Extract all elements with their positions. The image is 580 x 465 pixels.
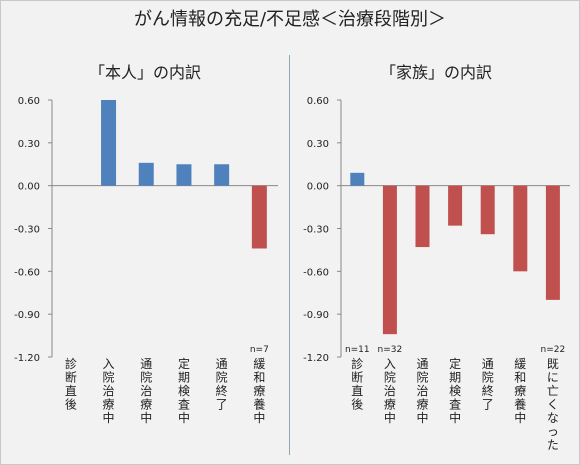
honnin-y-tick-label: 0.30 bbox=[18, 139, 40, 150]
chart-main-title: がん情報の充足/不足感＜治療段階別＞ bbox=[133, 9, 447, 30]
honnin-y-tick-label: -0.60 bbox=[14, 267, 40, 278]
honnin-y-tick-label: 0.00 bbox=[18, 182, 40, 193]
kazoku-bar-7 bbox=[545, 185, 560, 300]
kazoku-y-tick-label: 0.60 bbox=[307, 96, 329, 107]
honnin-bar-chart: 0.60 0.30 0.00 -0.30 -0.60 -0.90 -1.20 診断直後 入院治療… bbox=[14, 96, 278, 425]
honnin-category-label: 通院治療中 bbox=[140, 357, 152, 425]
kazoku-y-tick-label: 0.30 bbox=[307, 139, 329, 150]
kazoku-y-tick-label: -0.90 bbox=[303, 310, 329, 321]
kazoku-bar-1 bbox=[350, 172, 365, 186]
kazoku-bar-5 bbox=[480, 185, 495, 235]
honnin-bar-3 bbox=[138, 162, 154, 186]
honnin-bar-6 bbox=[251, 185, 267, 249]
honnin-y-tick-label: -0.90 bbox=[14, 310, 40, 321]
honnin-sample-size-label: n=7 bbox=[250, 345, 269, 355]
kazoku-sample-size-label: n=32 bbox=[378, 345, 403, 355]
kazoku-bar-2 bbox=[382, 185, 397, 335]
honnin-bar-2 bbox=[101, 100, 117, 186]
kazoku-bar-6 bbox=[513, 185, 528, 272]
kazoku-category-label: 入院治療中 bbox=[384, 357, 396, 425]
kazoku-bar-4 bbox=[448, 185, 463, 226]
kazoku-category-label: 定期検査中 bbox=[449, 356, 461, 425]
honnin-category-label: 定期検査中 bbox=[178, 356, 190, 425]
panel-divider bbox=[289, 55, 290, 455]
honnin-y-tick-label: 0.60 bbox=[18, 96, 40, 107]
kazoku-sample-size-label: n=22 bbox=[541, 345, 566, 355]
kazoku-category-label: 通院治療中 bbox=[416, 357, 428, 425]
kazoku-sample-size-label: n=11 bbox=[345, 345, 370, 355]
left-panel-title: 「本人」の内訳 bbox=[88, 63, 201, 82]
honnin-category-label: 緩和療養中 bbox=[253, 357, 265, 425]
honnin-y-tick-label: -0.30 bbox=[14, 225, 40, 236]
honnin-category-label: 診断直後 bbox=[65, 356, 77, 412]
kazoku-y-tick-label: 0.00 bbox=[307, 182, 329, 193]
right-panel-title: 「家族」の内訳 bbox=[379, 63, 492, 82]
kazoku-category-label: 診断直後 bbox=[351, 356, 363, 412]
kazoku-bar-3 bbox=[415, 185, 430, 248]
kazoku-y-tick-label: -0.60 bbox=[303, 267, 329, 278]
kazoku-y-tick-label: -1.20 bbox=[303, 353, 329, 364]
kazoku-category-label: 緩和療養中 bbox=[514, 357, 526, 425]
honnin-bar-4 bbox=[176, 164, 192, 186]
honnin-bar-5 bbox=[214, 164, 230, 186]
kazoku-category-label: 既に亡くなった bbox=[547, 357, 559, 452]
honnin-category-label: 通院終了 bbox=[216, 357, 228, 412]
kazoku-category-label: 通院終了 bbox=[482, 357, 494, 412]
honnin-y-tick-label: -1.20 bbox=[14, 353, 40, 364]
kazoku-y-tick-label: -0.30 bbox=[303, 225, 329, 236]
honnin-category-label: 入院治療中 bbox=[103, 357, 115, 425]
